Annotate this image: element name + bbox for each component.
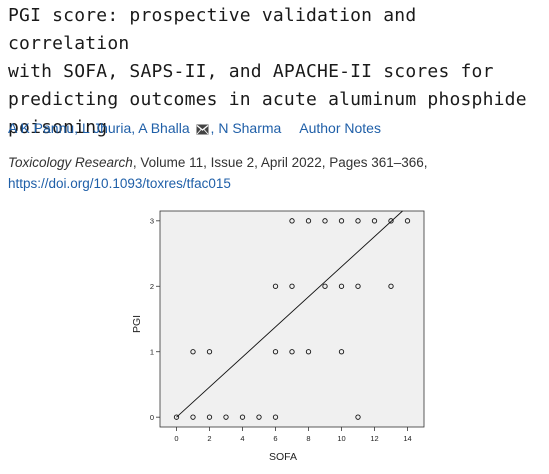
title-line: predicting outcomes in acute aluminum ph… xyxy=(8,89,527,110)
data-point xyxy=(190,414,196,420)
author-link[interactable]: A Bhalla xyxy=(138,120,190,136)
x-tick-label: 2 xyxy=(207,434,211,443)
data-point xyxy=(289,218,295,224)
x-tick-label: 10 xyxy=(337,434,345,443)
data-point xyxy=(355,218,361,224)
x-tick-label: 4 xyxy=(240,434,244,443)
data-point xyxy=(206,349,213,355)
data-point xyxy=(272,414,279,420)
data-point xyxy=(190,349,196,355)
title-line: poisoning xyxy=(8,117,108,138)
data-point xyxy=(305,349,312,355)
author-separator: , xyxy=(210,120,219,136)
data-point xyxy=(338,283,345,289)
data-point xyxy=(206,414,213,420)
fit-line xyxy=(176,210,403,418)
data-point xyxy=(322,218,328,224)
data-point xyxy=(289,283,295,289)
author-link[interactable]: A K Pannu xyxy=(8,120,75,136)
title-line: PGI score: prospective validation and co… xyxy=(8,5,417,54)
email-icon[interactable] xyxy=(196,124,209,135)
data-point xyxy=(371,218,378,224)
y-tick-label: 3 xyxy=(150,216,154,225)
journal-name[interactable]: Toxicology Research xyxy=(8,155,133,170)
data-point xyxy=(223,414,229,420)
data-point xyxy=(355,283,361,289)
citation: Toxicology Research, Volume 11, Issue 2,… xyxy=(8,152,428,194)
author-notes-link[interactable]: Author Notes xyxy=(299,120,381,136)
y-tick-label: 2 xyxy=(150,282,154,291)
y-tick-label: 0 xyxy=(150,413,154,422)
data-point xyxy=(272,349,279,355)
chart-axes xyxy=(159,210,425,428)
x-tick-label: 0 xyxy=(174,434,178,443)
x-axis-label: SOFA xyxy=(269,451,297,463)
author-separator: , xyxy=(131,120,139,136)
y-axis-label: PGI xyxy=(131,315,143,333)
author-separator: , xyxy=(74,120,82,136)
data-point xyxy=(239,414,246,420)
data-point xyxy=(355,414,361,420)
data-point xyxy=(256,414,262,420)
x-tick-label: 8 xyxy=(306,434,310,443)
x-tick-label: 6 xyxy=(273,434,277,443)
data-point xyxy=(322,283,328,289)
doi-link[interactable]: https://doi.org/10.1093/toxres/tfac015 xyxy=(8,176,231,191)
data-point xyxy=(305,218,312,224)
author-list: A K Pannu, L Jhuria, A Bhalla , N Sharma… xyxy=(8,120,381,136)
x-tick-label: 14 xyxy=(403,434,411,443)
data-point xyxy=(338,218,345,224)
article-title: PGI score: prospective validation and co… xyxy=(8,2,546,142)
plot-frame xyxy=(159,210,425,428)
x-tick-label: 12 xyxy=(370,434,378,443)
data-point xyxy=(388,218,394,224)
data-point xyxy=(338,349,345,355)
data-point xyxy=(388,283,394,289)
data-point xyxy=(404,218,411,224)
author-link[interactable]: N Sharma xyxy=(218,120,282,136)
title-line: with SOFA, SAPS-II, and APACHE-II scores… xyxy=(8,61,494,82)
data-point xyxy=(173,414,180,420)
data-point xyxy=(272,283,279,289)
y-tick-label: 1 xyxy=(150,347,154,356)
chart-fit-line xyxy=(176,210,403,418)
citation-details: , Volume 11, Issue 2, April 2022, Pages … xyxy=(132,155,428,170)
author-link[interactable]: L Jhuria xyxy=(81,120,132,136)
chart-points xyxy=(173,218,411,420)
data-point xyxy=(289,349,295,355)
